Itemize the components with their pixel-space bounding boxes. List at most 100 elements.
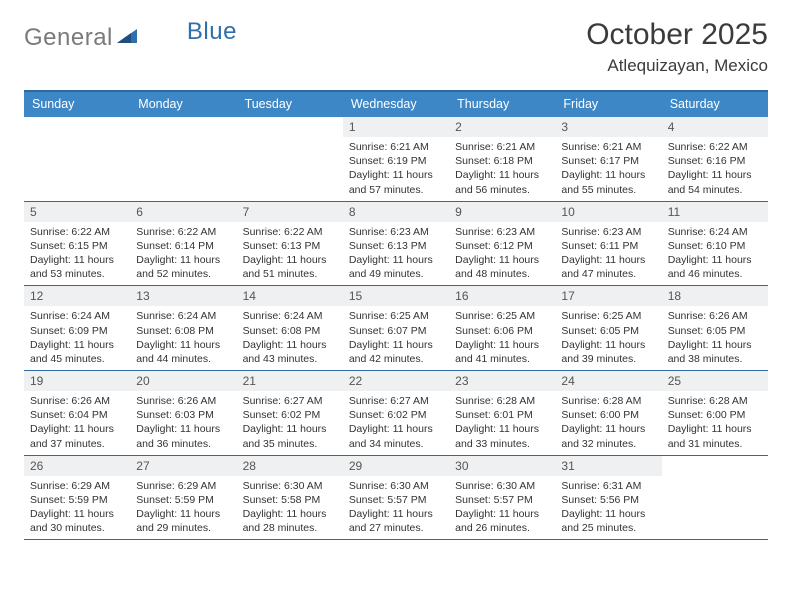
day-details: Sunrise: 6:26 AMSunset: 6:04 PMDaylight:…: [24, 391, 130, 455]
daylight-text-2: and 28 minutes.: [243, 521, 337, 535]
day-number: 12: [24, 286, 130, 306]
sunrise-text: Sunrise: 6:23 AM: [561, 225, 655, 239]
title-block: October 2025 Atlequizayan, Mexico: [586, 18, 768, 76]
sunrise-text: Sunrise: 6:29 AM: [136, 479, 230, 493]
sunrise-text: Sunrise: 6:23 AM: [455, 225, 549, 239]
day-details: Sunrise: 6:23 AMSunset: 6:13 PMDaylight:…: [343, 222, 449, 286]
sunset-text: Sunset: 6:14 PM: [136, 239, 230, 253]
calendar-day: [130, 117, 236, 201]
calendar: SundayMondayTuesdayWednesdayThursdayFrid…: [24, 90, 768, 540]
calendar-week: 1Sunrise: 6:21 AMSunset: 6:19 PMDaylight…: [24, 117, 768, 202]
day-details: Sunrise: 6:22 AMSunset: 6:16 PMDaylight:…: [662, 137, 768, 201]
calendar-day: 25Sunrise: 6:28 AMSunset: 6:00 PMDayligh…: [662, 371, 768, 455]
weekday-header: Friday: [555, 92, 661, 117]
daylight-text-2: and 27 minutes.: [349, 521, 443, 535]
sunset-text: Sunset: 6:15 PM: [30, 239, 124, 253]
sunset-text: Sunset: 5:57 PM: [455, 493, 549, 507]
calendar-day: 31Sunrise: 6:31 AMSunset: 5:56 PMDayligh…: [555, 456, 661, 540]
day-details: Sunrise: 6:21 AMSunset: 6:18 PMDaylight:…: [449, 137, 555, 201]
calendar-day: 20Sunrise: 6:26 AMSunset: 6:03 PMDayligh…: [130, 371, 236, 455]
calendar-day: 21Sunrise: 6:27 AMSunset: 6:02 PMDayligh…: [237, 371, 343, 455]
sunrise-text: Sunrise: 6:22 AM: [668, 140, 762, 154]
daylight-text-2: and 41 minutes.: [455, 352, 549, 366]
sunset-text: Sunset: 6:16 PM: [668, 154, 762, 168]
day-number: 22: [343, 371, 449, 391]
calendar-day: 4Sunrise: 6:22 AMSunset: 6:16 PMDaylight…: [662, 117, 768, 201]
daylight-text-2: and 43 minutes.: [243, 352, 337, 366]
sunset-text: Sunset: 6:00 PM: [668, 408, 762, 422]
calendar-day: 7Sunrise: 6:22 AMSunset: 6:13 PMDaylight…: [237, 202, 343, 286]
sunrise-text: Sunrise: 6:31 AM: [561, 479, 655, 493]
daylight-text-2: and 55 minutes.: [561, 183, 655, 197]
daylight-text-1: Daylight: 11 hours: [455, 253, 549, 267]
day-number: 31: [555, 456, 661, 476]
day-details: Sunrise: 6:27 AMSunset: 6:02 PMDaylight:…: [343, 391, 449, 455]
daylight-text-2: and 53 minutes.: [30, 267, 124, 281]
daylight-text-2: and 34 minutes.: [349, 437, 443, 451]
daylight-text-2: and 35 minutes.: [243, 437, 337, 451]
month-title: October 2025: [586, 18, 768, 52]
calendar-day: [24, 117, 130, 201]
daylight-text-2: and 44 minutes.: [136, 352, 230, 366]
daylight-text-1: Daylight: 11 hours: [136, 422, 230, 436]
daylight-text-1: Daylight: 11 hours: [561, 253, 655, 267]
daylight-text-1: Daylight: 11 hours: [30, 338, 124, 352]
calendar-day: 19Sunrise: 6:26 AMSunset: 6:04 PMDayligh…: [24, 371, 130, 455]
logo-sail-icon: [117, 27, 139, 50]
calendar-day: 30Sunrise: 6:30 AMSunset: 5:57 PMDayligh…: [449, 456, 555, 540]
daylight-text-2: and 26 minutes.: [455, 521, 549, 535]
daylight-text-1: Daylight: 11 hours: [561, 507, 655, 521]
day-number: 16: [449, 286, 555, 306]
daylight-text-2: and 51 minutes.: [243, 267, 337, 281]
day-details: Sunrise: 6:24 AMSunset: 6:09 PMDaylight:…: [24, 306, 130, 370]
daylight-text-1: Daylight: 11 hours: [349, 253, 443, 267]
calendar-day: 3Sunrise: 6:21 AMSunset: 6:17 PMDaylight…: [555, 117, 661, 201]
day-details: Sunrise: 6:24 AMSunset: 6:08 PMDaylight:…: [130, 306, 236, 370]
sunset-text: Sunset: 6:02 PM: [243, 408, 337, 422]
daylight-text-2: and 29 minutes.: [136, 521, 230, 535]
weekday-header: Wednesday: [343, 92, 449, 117]
calendar-day: [662, 456, 768, 540]
logo-text-blue: Blue: [187, 18, 237, 46]
day-number: 5: [24, 202, 130, 222]
daylight-text-1: Daylight: 11 hours: [349, 338, 443, 352]
sunset-text: Sunset: 5:59 PM: [30, 493, 124, 507]
calendar-day: 9Sunrise: 6:23 AMSunset: 6:12 PMDaylight…: [449, 202, 555, 286]
daylight-text-2: and 32 minutes.: [561, 437, 655, 451]
day-details: Sunrise: 6:26 AMSunset: 6:05 PMDaylight:…: [662, 306, 768, 370]
daylight-text-1: Daylight: 11 hours: [668, 168, 762, 182]
day-details: Sunrise: 6:23 AMSunset: 6:11 PMDaylight:…: [555, 222, 661, 286]
sunrise-text: Sunrise: 6:30 AM: [455, 479, 549, 493]
sunrise-text: Sunrise: 6:29 AM: [30, 479, 124, 493]
day-number: 10: [555, 202, 661, 222]
page-header: General Blue October 2025 Atlequizayan, …: [24, 18, 768, 76]
sunrise-text: Sunrise: 6:21 AM: [349, 140, 443, 154]
daylight-text-1: Daylight: 11 hours: [30, 507, 124, 521]
daylight-text-2: and 48 minutes.: [455, 267, 549, 281]
daylight-text-2: and 56 minutes.: [455, 183, 549, 197]
sunset-text: Sunset: 6:06 PM: [455, 324, 549, 338]
daylight-text-2: and 49 minutes.: [349, 267, 443, 281]
location: Atlequizayan, Mexico: [586, 56, 768, 76]
daylight-text-1: Daylight: 11 hours: [668, 422, 762, 436]
daylight-text-1: Daylight: 11 hours: [668, 338, 762, 352]
sunset-text: Sunset: 6:03 PM: [136, 408, 230, 422]
day-number: 20: [130, 371, 236, 391]
daylight-text-1: Daylight: 11 hours: [455, 338, 549, 352]
sunrise-text: Sunrise: 6:22 AM: [243, 225, 337, 239]
day-number: 7: [237, 202, 343, 222]
day-details: Sunrise: 6:31 AMSunset: 5:56 PMDaylight:…: [555, 476, 661, 540]
calendar-day: 26Sunrise: 6:29 AMSunset: 5:59 PMDayligh…: [24, 456, 130, 540]
daylight-text-2: and 46 minutes.: [668, 267, 762, 281]
calendar-day: 5Sunrise: 6:22 AMSunset: 6:15 PMDaylight…: [24, 202, 130, 286]
day-number: 13: [130, 286, 236, 306]
day-number: 8: [343, 202, 449, 222]
day-details: Sunrise: 6:28 AMSunset: 6:00 PMDaylight:…: [555, 391, 661, 455]
calendar-day: 12Sunrise: 6:24 AMSunset: 6:09 PMDayligh…: [24, 286, 130, 370]
daylight-text-1: Daylight: 11 hours: [455, 168, 549, 182]
sunset-text: Sunset: 6:02 PM: [349, 408, 443, 422]
daylight-text-1: Daylight: 11 hours: [243, 422, 337, 436]
calendar-day: 17Sunrise: 6:25 AMSunset: 6:05 PMDayligh…: [555, 286, 661, 370]
day-details: Sunrise: 6:30 AMSunset: 5:57 PMDaylight:…: [449, 476, 555, 540]
day-number: 17: [555, 286, 661, 306]
